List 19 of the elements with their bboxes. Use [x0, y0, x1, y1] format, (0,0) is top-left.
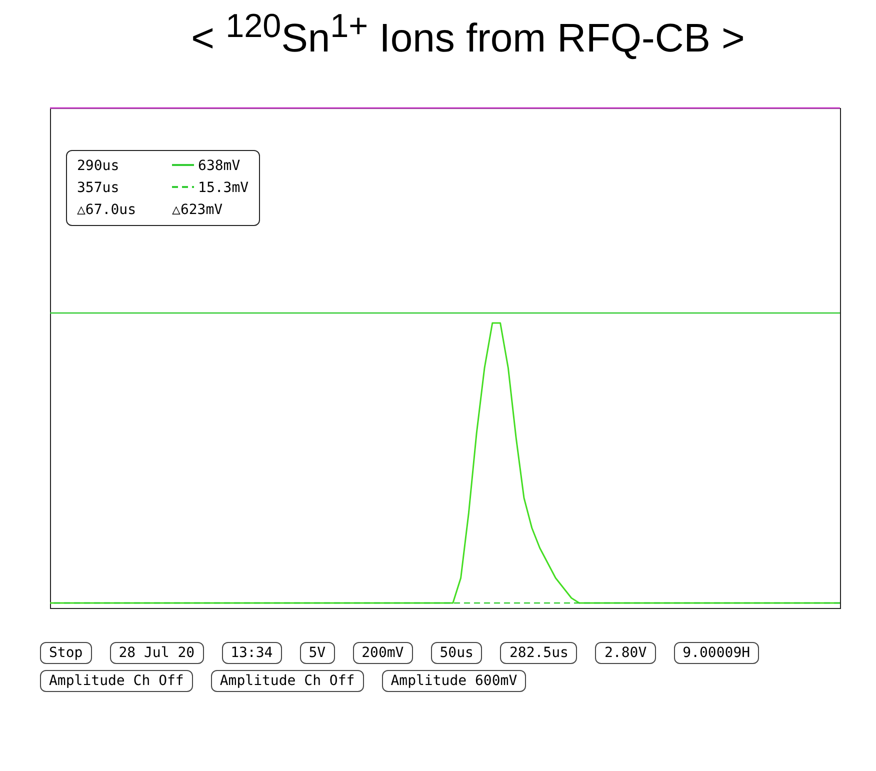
legend-label: 638mV	[197, 157, 242, 176]
text: 2.80V	[595, 642, 656, 664]
text: Amplitude Ch Off	[210, 670, 364, 692]
annotation: △623mV	[172, 201, 224, 220]
text: 5V	[300, 642, 335, 664]
legend-label: 15.3mV	[197, 179, 249, 198]
text: Amplitude Ch Off	[40, 670, 193, 692]
annotation: △67.0us	[77, 201, 136, 220]
annotation: 290us	[77, 157, 120, 176]
text: Amplitude 600mV	[382, 670, 526, 692]
text: Stop	[40, 642, 92, 664]
text: 9.00009H	[674, 642, 760, 664]
text: 282.5us	[500, 642, 578, 664]
text: 200mV	[352, 642, 413, 664]
text: 28 Jul 20	[110, 642, 204, 664]
text: 50us	[430, 642, 482, 664]
chart-title: < $^{120}$Sn$^{1+}$ Ions from RFQ-CB >	[190, 7, 746, 62]
annotation: 357us	[77, 179, 120, 198]
text: 13:34	[222, 642, 282, 664]
